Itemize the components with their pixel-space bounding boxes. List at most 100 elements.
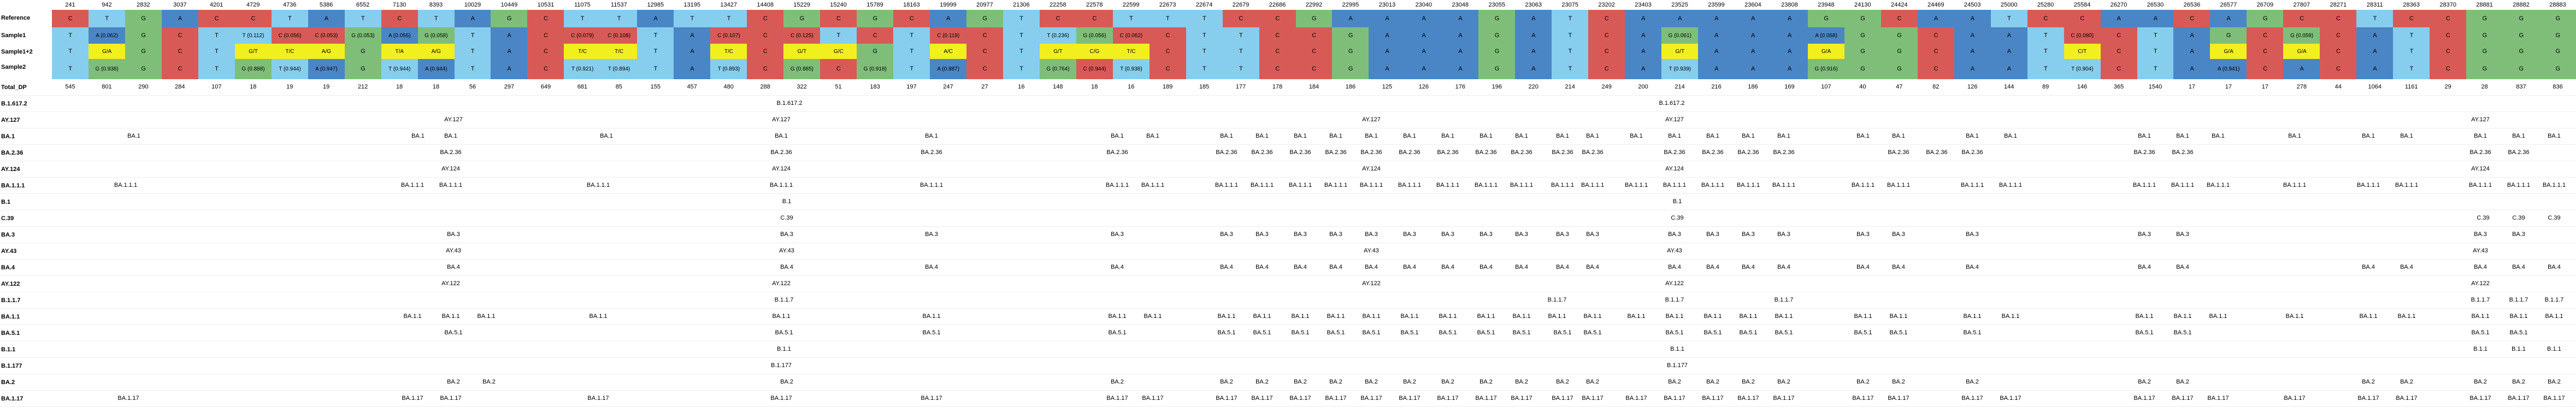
row-divider: [0, 177, 2576, 178]
lineage-marker: BA.1: [775, 133, 788, 139]
allele-frequency-label: C (0.107): [717, 33, 740, 39]
sample2-cell: T: [1552, 59, 1589, 79]
lineage-marker: AY.127: [1665, 116, 1684, 123]
sample2-cell: G (0.916): [1807, 59, 1845, 79]
position-header: 22992: [1305, 2, 1323, 8]
lineage-marker: BA.1.17: [1773, 395, 1795, 402]
sample1-2-cell: T/C: [271, 44, 309, 59]
lineage-marker: BA.5.1: [775, 329, 793, 336]
lineage-marker: BA.1.17: [587, 395, 609, 402]
lineage-marker: BA.1.17: [402, 395, 423, 402]
reference-cell: A: [1515, 10, 1552, 27]
lineage-marker: BA.1.1: [772, 313, 791, 320]
lineage-marker: BA.2.36: [1888, 149, 1909, 156]
allele-frequency-label: T/C: [1127, 49, 1136, 55]
position-header: 942: [102, 2, 112, 8]
lineage-marker: BA.4: [1556, 264, 1569, 270]
lineage-marker: BA.4: [1403, 264, 1416, 270]
lineage-marker: BA.1.1.1: [1772, 182, 1796, 188]
lineage-marker: BA.3: [1706, 231, 1719, 238]
lineage-marker: BA.1.17: [1664, 395, 1685, 402]
lineage-marker: BA.5.1: [1854, 329, 1872, 336]
position-header: 3037: [173, 2, 187, 8]
sample1-2-cell: C/G: [1076, 44, 1113, 59]
lineage-marker: BA.5.1: [1327, 329, 1345, 336]
lineage-marker: AY.122: [772, 280, 791, 287]
reference-cell: G: [2247, 10, 2284, 27]
sample1-cell: G (0.058): [417, 27, 455, 44]
reference-cell: A: [454, 10, 491, 27]
total-dp-cell: 27: [981, 84, 988, 90]
allele-frequency-label: G/A: [2224, 49, 2233, 55]
allele-frequency-label: T (0.944): [388, 66, 411, 72]
sample1-2-cell: A: [1405, 44, 1442, 59]
lineage-marker: BA.1.1.1: [1215, 182, 1239, 188]
lineage-marker: BA.2: [1365, 379, 1378, 385]
lineage-marker: BA.5.1: [1362, 329, 1381, 336]
lineage-marker: B.1.617.2: [776, 100, 803, 107]
lineage-marker: BA.1.17: [1289, 395, 1311, 402]
sample1-cell: C: [2247, 27, 2284, 44]
total-dp-cell: 545: [65, 84, 75, 90]
sample1-2-cell: A: [1442, 44, 1479, 59]
sample1-cell: T: [2137, 27, 2174, 44]
lineage-marker: BA.1.1.1: [919, 182, 944, 188]
total-dp-cell: 290: [138, 84, 149, 90]
lineage-marker: BA.5.1: [1512, 329, 1531, 336]
lineage-marker: BA.2: [1668, 379, 1681, 385]
allele-frequency-label: G (0.061): [1668, 33, 1691, 39]
lineage-marker: BA.4: [1742, 264, 1755, 270]
allele-frequency-label: C (0.056): [278, 33, 302, 39]
sample2-cell: A: [491, 59, 528, 79]
total-dp-cell: 148: [1053, 84, 1063, 90]
lineage-marker: BA.2: [1255, 379, 1269, 385]
sample1-cell: C: [1259, 27, 1296, 44]
reference-cell: A: [1698, 10, 1735, 27]
lineage-marker: BA.1.17: [2284, 395, 2306, 402]
lineage-marker: BA.3: [2176, 231, 2189, 238]
lineage-marker: AY.43: [1667, 247, 1682, 254]
sample2-cell: G: [1478, 59, 1516, 79]
lineage-marker: BA.3: [1515, 231, 1528, 238]
lineage-marker: BA.1.17: [1360, 395, 1382, 402]
lineage-marker: BA.5.1: [1665, 329, 1684, 336]
lineage-marker: BA.2: [1479, 379, 1493, 385]
reference-cell: A: [1735, 10, 1772, 27]
row-label: BA.3: [1, 232, 15, 238]
reference-cell: A: [2210, 10, 2247, 27]
sample1-2-cell: T: [2027, 44, 2065, 59]
row-divider: [0, 357, 2576, 358]
lineage-marker: BA.2.36: [1325, 149, 1347, 156]
lineage-marker: BA.1.1.1: [1887, 182, 1911, 188]
lineage-marker: BA.1.1: [1217, 313, 1236, 320]
sample1-2-cell: T/C: [1112, 44, 1150, 59]
lineage-marker: AY.122: [2471, 280, 2490, 287]
lineage-marker: BA.1.1.1: [1581, 182, 1605, 188]
lineage-marker: BA.2: [1294, 379, 1307, 385]
sample2-cell: T (0.921): [564, 59, 601, 79]
row-divider: [0, 308, 2576, 309]
sample1-2-cell: G/C: [820, 44, 857, 59]
allele-frequency-label: T/C: [615, 49, 624, 55]
position-header: 22258: [1049, 2, 1066, 8]
lineage-marker: BA.1.1: [2471, 313, 2490, 320]
allele-frequency-label: T (0.939): [1669, 66, 1691, 72]
lineage-marker: BA.4: [2400, 264, 2413, 270]
total-dp-cell: 1540: [2148, 84, 2162, 90]
lineage-marker: BA.2: [2512, 379, 2525, 385]
sample2-cell: T (0.944): [381, 59, 418, 79]
position-header: 241: [65, 2, 75, 8]
lineage-marker: C.39: [2548, 215, 2561, 221]
allele-frequency-label: A/G: [321, 49, 332, 55]
lineage-marker: BA.1: [2288, 133, 2301, 139]
total-dp-cell: 89: [2042, 84, 2049, 90]
sample2-cell: G: [1332, 59, 1369, 79]
allele-frequency-label: G/A: [1822, 49, 1831, 55]
sample1-cell: C (0.056): [271, 27, 309, 44]
total-dp-cell: 107: [1821, 84, 1831, 90]
lineage-marker: BA.1.17: [2172, 395, 2194, 402]
row-label: Sample1+2: [1, 49, 33, 55]
lineage-marker: AY.124: [1362, 166, 1381, 172]
sample2-cell: A: [1442, 59, 1479, 79]
lineage-marker: BA.1.1: [403, 313, 422, 320]
